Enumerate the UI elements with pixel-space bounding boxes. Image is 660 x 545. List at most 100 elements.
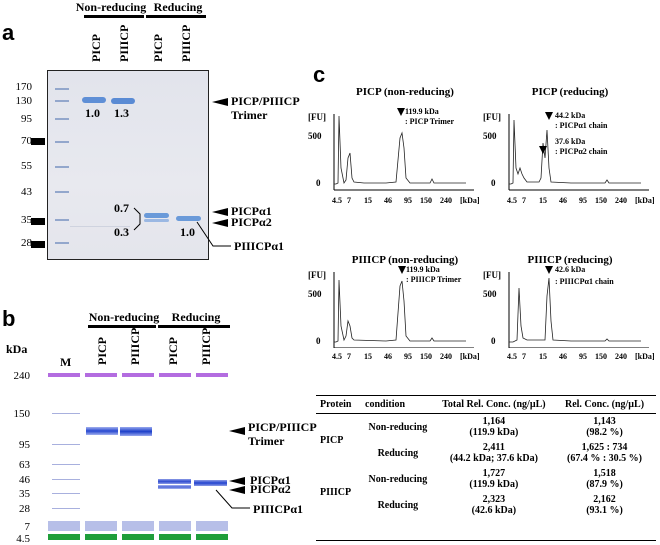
x-tick: 150 — [420, 196, 432, 205]
peak-annotation: 37.6 kDa — [555, 137, 585, 146]
x-tick: 15 — [364, 196, 372, 205]
trace — [334, 279, 466, 343]
ladder-band — [55, 166, 69, 168]
band-piiicp-a1 — [176, 216, 201, 221]
peak-annotation: 44.2 kDa — [555, 111, 585, 120]
marker-label: 55 — [21, 160, 32, 172]
x-unit: [kDa] — [460, 196, 480, 205]
total-cell: 2,411 (44.2 kDa; 37.6 kDa) — [435, 440, 553, 466]
rel-cell: 2,162 (93.1 %) — [553, 492, 656, 518]
electropherogram-picp-nonreducing: [FU] 500 0 119.9 kDa : PICP Trimer — [308, 108, 474, 191]
piiicp-a1-label: PIIICPα1 — [253, 502, 304, 516]
marker-label: 240 — [13, 370, 31, 382]
ratio-label: 0.7 — [114, 201, 129, 215]
marker-label: 28 — [19, 503, 30, 515]
panel-a-nonreducing-bar — [84, 15, 144, 18]
ladder-band — [52, 508, 80, 509]
ratio-label: 1.0 — [85, 106, 100, 120]
total-cell: 1,164 (119.9 kDa) — [435, 414, 553, 441]
value: 1,143 — [593, 416, 616, 427]
marker-label: 46 — [19, 474, 30, 486]
x-tick: 150 — [420, 352, 432, 361]
value: 1,164 — [482, 416, 506, 427]
band-picp-a1 — [144, 213, 169, 218]
table-row: PICP Non-reducing 1,164 (119.9 kDa) 1,143… — [316, 414, 656, 446]
gel-faint-line — [70, 226, 130, 227]
arrow-pointer — [212, 208, 228, 216]
rel-cell: 1,625 : 734 (67.4 % : 30.5 %) — [553, 440, 656, 466]
band-picp-trimer — [86, 427, 118, 435]
panel-a-lane-3: PICP — [151, 34, 165, 62]
protein-cell: PICP — [320, 434, 344, 446]
pointer-line — [196, 221, 231, 247]
x-tick: 95 — [579, 196, 587, 205]
value: (119.9 kDa) — [469, 427, 519, 438]
y-tick: 500 — [483, 289, 497, 299]
value: (93.1 %) — [586, 505, 623, 516]
x-tick: 15 — [539, 196, 547, 205]
ladder-band — [55, 191, 69, 193]
fu-label: [FU] — [483, 112, 501, 122]
ladder-band — [52, 464, 80, 465]
rel-cell: 1,143 (98.2 %) — [553, 414, 656, 441]
rel-cell: 1,518 (87.9 %) — [553, 466, 656, 492]
picp-a2-label: PICPα2 — [231, 215, 272, 229]
marker-block — [31, 138, 45, 145]
x-tick: 95 — [404, 352, 412, 361]
x-tick: 4.5 — [332, 352, 342, 361]
panel-a-lane-1: PICP — [89, 34, 103, 62]
arrow-pointer — [212, 98, 228, 106]
band-picp-a1 — [158, 479, 191, 484]
marker-label: 4.5 — [16, 533, 30, 545]
panel-b-reducing-header: Reducing — [171, 310, 221, 324]
peak-annotation: : PIIICP Trimer — [406, 275, 462, 284]
x-tick: 150 — [595, 196, 607, 205]
lower-bands — [48, 521, 230, 531]
chart-3-title: PIIICP (non-reducing) — [351, 254, 459, 266]
x-tick: 150 — [595, 352, 607, 361]
trace — [334, 115, 466, 185]
peak-annotation: : PIIICPα1 chain — [555, 277, 614, 286]
ratio-label: 1.0 — [180, 225, 195, 239]
picp-a1-label: PICPα1 — [231, 204, 272, 218]
value: 1,518 — [593, 468, 616, 479]
panel-c-label: c — [313, 62, 326, 87]
peak-triangle — [397, 108, 405, 116]
x-tick: 95 — [404, 196, 412, 205]
marker-block — [31, 218, 45, 225]
value: (42.6 kDa) — [471, 505, 517, 516]
pointer-line — [215, 489, 250, 509]
peak-annotation: 119.9 kDa — [406, 266, 440, 274]
band-piiicp-trimer — [120, 427, 152, 436]
chart-4-title: PIIICP (reducing) — [527, 254, 613, 266]
marker-label: 170 — [15, 81, 33, 93]
marker-label: 95 — [19, 439, 30, 451]
chart-1-title: PICP (non-reducing) — [356, 86, 454, 98]
peak-triangle — [398, 266, 406, 274]
kda-label: kDa — [6, 342, 28, 356]
marker-label: 150 — [13, 408, 31, 420]
panel-b-label: b — [2, 306, 16, 331]
x-tick: 240 — [615, 352, 627, 361]
panel-a-reducing-header: Reducing — [153, 0, 203, 14]
x-unit: [kDa] — [635, 196, 655, 205]
protein-cell: PIIICP — [320, 486, 352, 498]
condition-cell: Reducing — [377, 499, 419, 511]
value: 1,727 — [482, 468, 506, 479]
trimer-label: PICP/PIIICP Trimer — [231, 94, 300, 122]
ratio-brace — [133, 207, 141, 231]
arrow-pointer — [229, 486, 245, 494]
x-tick: 7 — [522, 196, 526, 205]
y-tick: 0 — [491, 336, 496, 346]
panel-a-lane-2: PIIICP — [117, 24, 131, 62]
x-tick: 4.5 — [332, 196, 342, 205]
col-condition: condition — [361, 396, 435, 414]
table-row: Reducing 2,323 (42.6 kDa) 2,162 (93.1 %) — [316, 492, 656, 518]
value: 2,323 — [482, 494, 506, 505]
value: (44.2 kDa; 37.6 kDa) — [449, 453, 538, 464]
x-tick: 95 — [579, 352, 587, 361]
x-tick: 15 — [539, 352, 547, 361]
ratio-label: 1.3 — [114, 106, 129, 120]
picp-a2-label: PICPα2 — [250, 482, 291, 496]
panel-b-lane-4: PIIICP — [199, 327, 213, 365]
